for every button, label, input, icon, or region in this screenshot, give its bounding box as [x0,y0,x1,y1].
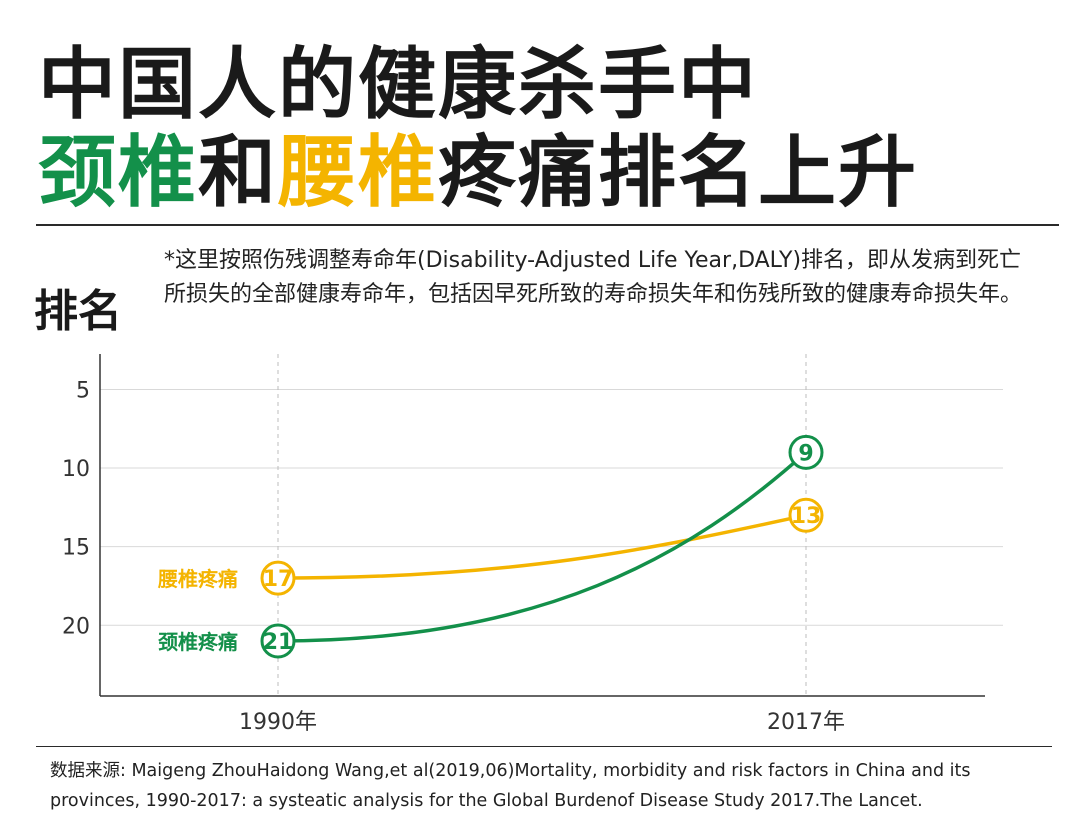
series-label: 腰椎疼痛 [157,567,238,591]
title-rest: 疼痛排名上升 [438,128,919,218]
marker-layer: 17 13 腰椎疼痛 21 9 颈椎疼痛 [157,434,824,659]
axis-layer: 5 10 15 20 1990年 2017年 [62,354,985,735]
y-tick-label: 15 [62,536,90,561]
y-tick-label: 10 [62,457,90,482]
data-point-label: 21 [263,630,294,655]
x-tick-label: 2017年 [767,710,845,735]
title-lumbar: 腰椎 [278,128,439,218]
source-citation: 数据来源: Maigeng ZhouHaidong Wang,et al(201… [50,761,971,811]
daly-note: *这里按照伤残调整寿命年(Disability-Adjusted Life Ye… [164,248,1023,307]
data-point-marker [788,497,824,533]
series-layer [277,451,808,643]
data-point-marker [260,623,296,659]
title-cervical: 颈椎 [38,128,199,218]
data-point-label: 9 [798,441,813,466]
series-line-cervical [277,451,808,643]
data-point-marker [260,560,296,596]
title-line-1: 中国人的健康杀手中 [38,40,759,130]
header-divider [36,224,1059,226]
rank-label: 排名 [34,286,122,337]
y-tick-label: 5 [76,378,90,403]
y-tick-label: 20 [62,614,90,639]
series-line-lumbar [277,513,807,580]
rank-line-chart: 5 10 15 20 1990年 2017年 17 13 腰椎疼痛 21 9 颈椎疼痛 [62,354,1003,735]
data-point-label: 13 [791,504,822,529]
data-point-marker [788,434,824,470]
title-and: 和 [198,128,279,218]
footer-divider [36,746,1052,747]
series-label: 颈椎疼痛 [158,630,238,654]
data-point-label: 17 [263,567,294,592]
title-line-2: 颈椎和腰椎疼痛排名上升 [38,128,918,218]
x-tick-label: 1990年 [239,710,317,735]
